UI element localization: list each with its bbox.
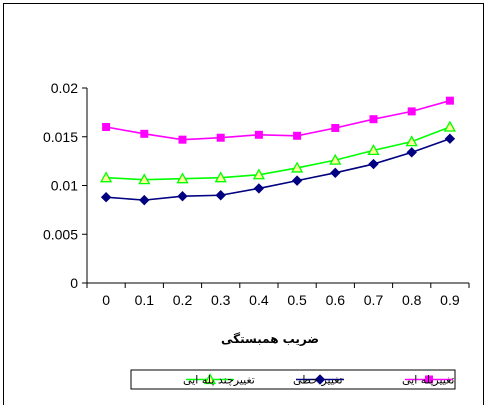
chart-frame <box>3 3 484 405</box>
square-marker <box>254 130 263 139</box>
diamond-marker <box>100 191 112 203</box>
diamond-marker <box>253 183 265 194</box>
series-line <box>105 99 451 141</box>
legend: تغییرپله ایی تغییر حطی تغییرچند پله ایی <box>130 369 456 390</box>
legend-box <box>130 369 456 390</box>
x-tick-label: 0.3 <box>211 292 231 308</box>
diamond-marker <box>291 175 303 186</box>
x-tick-labels: 0 0.1 0.2 0.3 0.4 0.5 0.6 0.7 0.8 0.9 <box>102 292 460 308</box>
series-lines <box>105 99 451 201</box>
diamond-marker <box>177 191 188 202</box>
triangle-marker <box>203 373 217 385</box>
x-tick-label: 0 <box>102 292 110 308</box>
triangle-marker <box>443 120 457 132</box>
diamond-marker <box>139 194 150 206</box>
y-tick-label: 0.02 <box>51 80 78 96</box>
x-tick-label: 0.6 <box>326 292 346 308</box>
x-tick-label: 0.5 <box>287 292 307 308</box>
y-tick-label: 0.015 <box>43 129 78 145</box>
y-tick-label: 0.005 <box>43 226 78 242</box>
series-markers <box>99 96 457 206</box>
y-tick-labels: 0 0.005 0.01 0.015 0.02 <box>43 80 78 291</box>
diamond-marker <box>444 133 456 144</box>
diamond-marker <box>406 147 417 158</box>
y-tick-label: 0.01 <box>51 178 78 194</box>
square-marker <box>425 375 433 384</box>
x-axis-label: ضریب همبستگی <box>221 332 319 346</box>
series-line <box>106 137 451 201</box>
triangle-marker <box>290 161 304 173</box>
square-marker <box>178 135 187 144</box>
triangle-marker <box>138 173 151 185</box>
y-tick-label: 0 <box>70 275 78 291</box>
triangle-marker <box>405 135 418 147</box>
x-tick-label: 0.1 <box>135 292 155 308</box>
x-tick-label: 0.9 <box>440 292 460 308</box>
square-marker <box>407 107 416 116</box>
x-tick-label: 0.4 <box>249 292 269 308</box>
triangle-marker <box>214 171 227 183</box>
square-marker <box>293 131 302 140</box>
series-line <box>106 126 451 181</box>
triangle-marker <box>367 144 380 156</box>
square-marker <box>445 96 454 105</box>
axes <box>82 87 470 288</box>
triangle-marker <box>176 172 189 184</box>
triangle-marker <box>329 153 342 165</box>
legend-label: تغییر حطی <box>293 374 343 387</box>
triangle-marker <box>252 168 266 180</box>
square-marker <box>331 123 340 132</box>
diamond-marker <box>330 167 341 179</box>
legend-label: تغییرچند پله ایی <box>183 374 255 387</box>
x-tick-label: 0.7 <box>364 292 384 308</box>
square-marker <box>102 123 111 131</box>
legend-label: تغییرپله ایی <box>402 374 454 387</box>
diamond-marker <box>368 158 379 170</box>
square-marker <box>369 115 378 124</box>
diamond-marker <box>215 190 226 201</box>
square-marker <box>216 133 225 142</box>
triangle-marker <box>99 171 113 183</box>
x-tick-label: 0.8 <box>402 292 422 308</box>
diamond-marker <box>314 374 326 385</box>
x-tick-label: 0.2 <box>173 292 193 308</box>
square-marker <box>140 129 149 138</box>
